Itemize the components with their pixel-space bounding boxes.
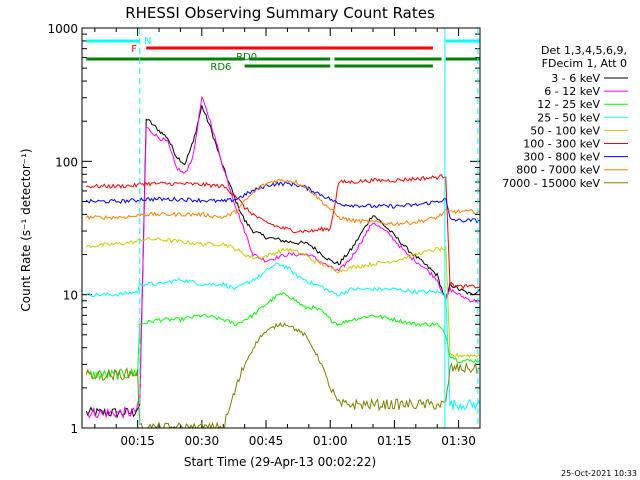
legend-label-6: 300 - 800 keV: [523, 151, 600, 164]
flag-label-f: F: [131, 44, 137, 55]
flag-label-rd6: RD6: [210, 62, 231, 73]
legend-label-1: 6 - 12 keV: [544, 85, 600, 98]
legend-label-5: 100 - 300 keV: [523, 138, 600, 151]
x-tick-label: 00:30: [185, 434, 220, 448]
plot-frame: [81, 27, 481, 429]
legend-header-line-1: Det 1,3,4,5,6,9,: [541, 44, 627, 57]
legend-label-3: 25 - 50 keV: [537, 111, 600, 124]
legend-header-line-2: FDecim 1, Att 0: [542, 57, 627, 70]
y-tick-label: 1000: [47, 22, 78, 36]
x-tick-label: 01:30: [441, 434, 476, 448]
flag-label-rd0: RD0: [236, 52, 257, 63]
legend-label-4: 50 - 100 keV: [530, 124, 600, 137]
chart-title: RHESSI Observing Summary Count Rates: [125, 4, 435, 22]
x-axis-label: Start Time (29-Apr-13 00:02:22): [184, 455, 376, 469]
series-line-7: [85, 178, 481, 227]
y-tick-label: 1: [70, 422, 78, 436]
x-tick-label: 00:15: [120, 434, 155, 448]
series-line-1: [86, 95, 481, 420]
y-axis-label: Count Rate (s⁻¹ detector⁻¹): [19, 148, 33, 311]
x-tick-label: 01:15: [377, 434, 412, 448]
series-line-2: [86, 292, 481, 381]
series-line-3: [85, 262, 481, 412]
legend-label-2: 12 - 25 keV: [537, 98, 600, 111]
annotation-layer: NF RD0 RD6: [86, 28, 480, 428]
y-tick-label: 100: [55, 155, 78, 169]
legend-label-8: 7000 - 15000 keV: [502, 177, 600, 190]
footer-timestamp: 25-Oct-2021 10:33: [561, 469, 637, 478]
x-tick-label: 01:00: [313, 434, 348, 448]
series-line-5: [86, 174, 481, 290]
legend-label-0: 3 - 6 keV: [551, 72, 600, 85]
x-tick-labels: 00:15 00:30 00:45 01:00 01:15 01:30: [120, 434, 476, 448]
y-tick-labels: 1 10 100 1000: [47, 22, 78, 436]
series-line-0: [85, 105, 481, 419]
series-line-6: [85, 181, 480, 224]
y-tick-label: 10: [63, 289, 78, 303]
series-layer: [85, 95, 481, 430]
x-tick-label: 00:45: [249, 434, 284, 448]
flag-label-n: N: [144, 36, 151, 47]
legend: Det 1,3,4,5,6,9, FDecim 1, Att 0 3 - 6 k…: [502, 44, 628, 190]
series-line-4: [85, 236, 481, 358]
legend-label-7: 800 - 7000 keV: [516, 164, 600, 177]
series-line-8: [85, 322, 481, 430]
